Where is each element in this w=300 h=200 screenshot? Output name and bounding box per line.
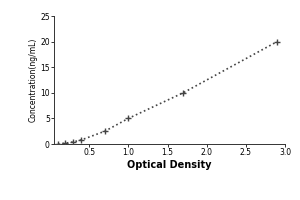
X-axis label: Optical Density: Optical Density (127, 160, 212, 170)
Y-axis label: Concentration(ng/mL): Concentration(ng/mL) (28, 38, 38, 122)
